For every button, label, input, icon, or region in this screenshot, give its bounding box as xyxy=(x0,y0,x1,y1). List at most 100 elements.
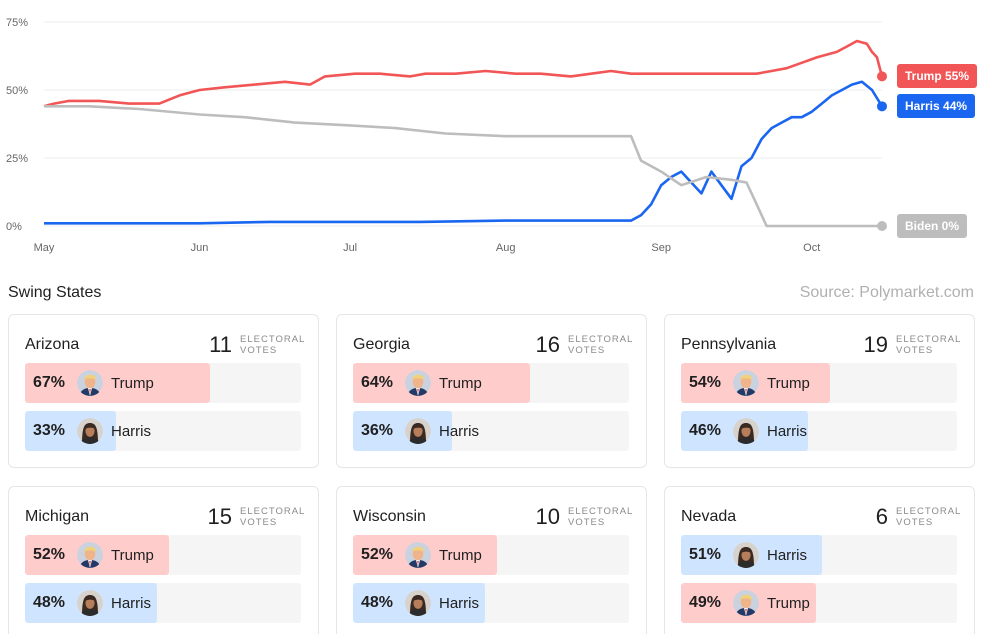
series-lines xyxy=(43,39,884,228)
odds-percent: 36% xyxy=(361,422,394,439)
candidate-row-trump[interactable]: 52% Trump xyxy=(25,535,301,575)
biden-series-line xyxy=(44,105,882,228)
candidate-row-trump[interactable]: 64% Trump xyxy=(353,363,629,403)
trump-avatar-icon xyxy=(733,370,759,396)
candidate-row-harris[interactable]: 51% Harris xyxy=(681,535,957,575)
harris-avatar-icon xyxy=(405,418,431,444)
candidate-row-trump[interactable]: 49% Trump xyxy=(681,583,957,623)
electoral-votes-count: 10 xyxy=(535,504,560,529)
harris-end-label: Harris 44% xyxy=(897,94,976,119)
candidate-row-harris[interactable]: 36% Harris xyxy=(353,411,629,451)
state-name: Nevada xyxy=(681,508,737,525)
harris-end-dot xyxy=(877,101,887,112)
trump-avatar-icon xyxy=(405,542,431,568)
candidate-row-harris[interactable]: 33% Harris xyxy=(25,411,301,451)
harris-avatar-icon xyxy=(405,590,431,616)
electoral-votes-label: ELECTORAL VOTES xyxy=(568,334,633,356)
electoral-votes-label: ELECTORAL VOTES xyxy=(568,506,633,528)
chart-grid xyxy=(44,21,882,227)
state-card-header: Georgia 16 ELECTORAL VOTES xyxy=(353,332,633,357)
odds-percent: 52% xyxy=(361,546,394,563)
electoral-votes-count: 15 xyxy=(207,504,232,529)
electoral-votes: 19 ELECTORAL VOTES xyxy=(863,332,961,357)
candidate-name: Harris xyxy=(767,422,807,440)
candidate-name: Harris xyxy=(111,594,151,612)
trump-end-label: Trump 55% xyxy=(897,64,978,89)
odds-percent: 64% xyxy=(361,374,394,391)
state-card-wisconsin[interactable]: Wisconsin 10 ELECTORAL VOTES 52% Trump 48% Har… xyxy=(336,486,647,634)
harris-avatar-icon xyxy=(77,590,103,616)
candidate-name: Trump xyxy=(439,546,482,564)
state-card-nevada[interactable]: Nevada 6 ELECTORAL VOTES 51% Harris 49% Trump xyxy=(664,486,975,634)
x-tick-label: May xyxy=(34,242,55,254)
biden-end-label: Biden 0% xyxy=(897,214,968,238)
trump-avatar-icon xyxy=(733,590,759,616)
y-tick-label: 25% xyxy=(6,153,28,165)
state-name: Wisconsin xyxy=(353,508,426,525)
electoral-votes-count: 11 xyxy=(209,332,232,357)
biden-end-dot xyxy=(877,221,887,231)
electoral-votes: 10 ELECTORAL VOTES xyxy=(535,504,633,529)
state-card-georgia[interactable]: Georgia 16 ELECTORAL VOTES 64% Trump 36% Harri… xyxy=(336,314,647,468)
y-axis-ticks: 0% 25% 50% 75% xyxy=(6,17,28,233)
odds-percent: 51% xyxy=(689,546,722,563)
source-credit[interactable]: Source: Polymarket.com xyxy=(799,284,974,301)
state-card-michigan[interactable]: Michigan 15 ELECTORAL VOTES 52% Trump 48% Harr… xyxy=(8,486,319,634)
trump-avatar-icon xyxy=(77,542,103,568)
candidate-row-harris[interactable]: 46% Harris xyxy=(681,411,957,451)
state-card-arizona[interactable]: Arizona 11 ELECTORAL VOTES 67% Trump 33% Harri… xyxy=(8,314,319,468)
electoral-votes-label: ELECTORAL VOTES xyxy=(896,506,961,528)
odds-percent: 48% xyxy=(33,594,66,611)
state-card-header: Arizona 11 ELECTORAL VOTES xyxy=(25,332,304,357)
y-tick-label: 0% xyxy=(6,221,22,233)
electoral-votes: 16 ELECTORAL VOTES xyxy=(535,332,633,357)
odds-percent: 67% xyxy=(33,374,66,391)
trump-avatar-icon xyxy=(77,370,103,396)
candidate-row-harris[interactable]: 48% Harris xyxy=(353,583,629,623)
electoral-votes: 6 ELECTORAL VOTES xyxy=(875,504,961,529)
state-name: Pennsylvania xyxy=(681,336,777,353)
state-card-header: Michigan 15 ELECTORAL VOTES xyxy=(25,504,305,529)
odds-percent: 54% xyxy=(689,374,722,391)
odds-bar-fill xyxy=(353,411,452,451)
state-card-header: Nevada 6 ELECTORAL VOTES xyxy=(681,504,961,529)
x-tick-label: Oct xyxy=(803,242,820,254)
odds-percent: 52% xyxy=(33,546,66,563)
odds-percent: 46% xyxy=(689,422,722,439)
candidate-name: Trump xyxy=(439,374,482,392)
y-tick-label: 50% xyxy=(6,85,28,97)
candidate-name: Harris xyxy=(439,422,479,440)
trump-avatar-icon xyxy=(405,370,431,396)
section-title: Swing States xyxy=(8,284,102,301)
electoral-votes: 15 ELECTORAL VOTES xyxy=(207,504,305,529)
odds-bar-fill xyxy=(25,363,210,403)
odds-percent: 49% xyxy=(689,594,722,611)
harris-avatar-icon xyxy=(77,418,103,444)
y-tick-label: 75% xyxy=(6,17,28,29)
electoral-votes: 11 ELECTORAL VOTES xyxy=(209,332,304,357)
odds-bar-fill xyxy=(353,363,530,403)
harris-avatar-icon xyxy=(733,418,759,444)
electoral-votes-count: 16 xyxy=(535,332,560,357)
state-card-header: Wisconsin 10 ELECTORAL VOTES xyxy=(353,504,633,529)
candidate-row-trump[interactable]: 52% Trump xyxy=(353,535,629,575)
electoral-votes-count: 19 xyxy=(863,332,888,357)
x-tick-label: Aug xyxy=(496,242,516,254)
electoral-votes-count: 6 xyxy=(875,504,888,529)
state-name: Georgia xyxy=(353,336,410,353)
trump-end-dot xyxy=(877,71,887,82)
x-tick-label: Jun xyxy=(191,242,209,254)
state-name: Arizona xyxy=(25,336,80,353)
state-card-pennsylvania[interactable]: Pennsylvania 19 ELECTORAL VOTES 54% Trump 46%… xyxy=(664,314,975,468)
odds-percent: 33% xyxy=(33,422,66,439)
trump-series-line xyxy=(43,39,884,108)
candidate-name: Trump xyxy=(111,374,154,392)
electoral-votes-label: ELECTORAL VOTES xyxy=(240,506,305,528)
state-name: Michigan xyxy=(25,508,90,525)
candidate-row-trump[interactable]: 54% Trump xyxy=(681,363,957,403)
candidate-row-harris[interactable]: 48% Harris xyxy=(25,583,301,623)
candidate-name: Trump xyxy=(767,374,810,392)
electoral-votes-label: ELECTORAL VOTES xyxy=(896,334,961,356)
candidate-row-trump[interactable]: 67% Trump xyxy=(25,363,301,403)
candidate-name: Trump xyxy=(111,546,154,564)
